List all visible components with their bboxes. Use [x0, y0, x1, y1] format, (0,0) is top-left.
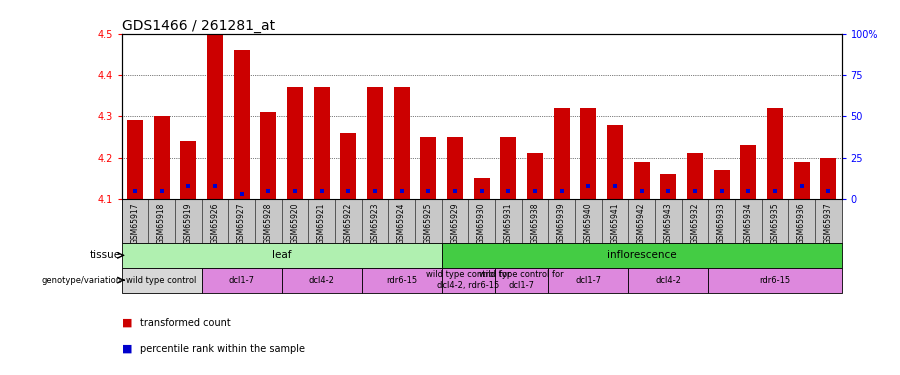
Text: dcl4-2: dcl4-2	[655, 276, 681, 285]
Bar	[180, 141, 196, 199]
Text: GDS1466 / 261281_at: GDS1466 / 261281_at	[122, 19, 274, 33]
Bar	[340, 133, 356, 199]
Text: GSM65931: GSM65931	[504, 202, 513, 244]
Bar	[526, 153, 543, 199]
Bar	[446, 137, 463, 199]
Text: GSM65918: GSM65918	[157, 202, 166, 244]
Bar	[282, 268, 362, 292]
Text: leaf: leaf	[272, 251, 292, 260]
Bar	[661, 174, 676, 199]
Bar	[154, 116, 169, 199]
Text: dcl4-2: dcl4-2	[309, 276, 335, 285]
Bar	[740, 145, 756, 199]
Text: GSM65919: GSM65919	[184, 202, 193, 244]
Bar	[794, 162, 809, 199]
Bar	[548, 268, 628, 292]
Bar	[122, 243, 442, 268]
Text: GSM65928: GSM65928	[264, 202, 273, 244]
Text: GSM65940: GSM65940	[584, 202, 593, 244]
Bar	[313, 87, 329, 199]
Text: wild type control for
dcl4-2, rdr6-15: wild type control for dcl4-2, rdr6-15	[426, 270, 510, 290]
Text: GSM65925: GSM65925	[424, 202, 433, 244]
Bar	[207, 34, 223, 199]
Bar	[442, 268, 495, 292]
Bar	[442, 243, 842, 268]
Bar	[500, 137, 517, 199]
Text: GSM65927: GSM65927	[237, 202, 246, 244]
Bar	[554, 108, 570, 199]
Text: GSM65923: GSM65923	[370, 202, 379, 244]
Text: GSM65924: GSM65924	[397, 202, 406, 244]
Text: wild type control for
dcl1-7: wild type control for dcl1-7	[479, 270, 563, 290]
Bar	[473, 178, 490, 199]
Text: GSM65926: GSM65926	[211, 202, 220, 244]
Text: GSM65943: GSM65943	[663, 202, 672, 244]
Bar	[495, 268, 548, 292]
Bar	[122, 268, 202, 292]
Text: rdr6-15: rdr6-15	[760, 276, 790, 285]
Text: GSM65933: GSM65933	[717, 202, 726, 244]
Text: rdr6-15: rdr6-15	[386, 276, 417, 285]
Text: ■: ■	[122, 318, 132, 327]
Text: GSM65929: GSM65929	[450, 202, 459, 244]
Bar	[767, 108, 783, 199]
Bar	[287, 87, 302, 199]
Bar	[202, 268, 282, 292]
Bar	[714, 170, 730, 199]
Text: GSM65932: GSM65932	[690, 202, 699, 244]
Bar	[393, 87, 410, 199]
Bar	[708, 268, 842, 292]
Bar	[820, 158, 836, 199]
Text: GSM65941: GSM65941	[610, 202, 619, 244]
Text: inflorescence: inflorescence	[607, 251, 676, 260]
Text: tissue: tissue	[90, 251, 122, 260]
Text: GSM65939: GSM65939	[557, 202, 566, 244]
Bar	[580, 108, 596, 199]
Text: GSM65930: GSM65930	[477, 202, 486, 244]
Text: GSM65921: GSM65921	[317, 202, 326, 244]
Bar	[628, 268, 708, 292]
Text: GSM65942: GSM65942	[637, 202, 646, 244]
Bar	[634, 162, 650, 199]
Text: GSM65922: GSM65922	[344, 202, 353, 244]
Bar	[362, 268, 442, 292]
Text: GSM65938: GSM65938	[530, 202, 539, 244]
Text: GSM65937: GSM65937	[824, 202, 832, 244]
Text: GSM65920: GSM65920	[291, 202, 300, 244]
Text: ■: ■	[122, 344, 132, 354]
Text: wild type control: wild type control	[126, 276, 197, 285]
Text: dcl1-7: dcl1-7	[229, 276, 255, 285]
Bar	[127, 120, 143, 199]
Bar	[420, 137, 436, 199]
Bar	[260, 112, 276, 199]
Text: GSM65917: GSM65917	[130, 202, 140, 244]
Bar	[233, 50, 249, 199]
Text: GSM65934: GSM65934	[743, 202, 752, 244]
Bar	[687, 153, 703, 199]
Text: genotype/variation: genotype/variation	[41, 276, 122, 285]
Text: GSM65935: GSM65935	[770, 202, 779, 244]
Text: dcl1-7: dcl1-7	[575, 276, 601, 285]
Bar	[607, 124, 623, 199]
Text: percentile rank within the sample: percentile rank within the sample	[140, 344, 304, 354]
Text: transformed count: transformed count	[140, 318, 230, 327]
Bar	[367, 87, 382, 199]
Text: GSM65936: GSM65936	[797, 202, 806, 244]
